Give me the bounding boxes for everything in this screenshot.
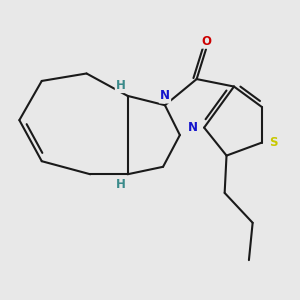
Text: H: H [116,79,126,92]
Text: N: N [160,89,170,102]
Text: O: O [201,34,211,47]
Text: N: N [188,121,198,134]
Text: S: S [269,136,278,149]
Text: H: H [116,178,126,191]
